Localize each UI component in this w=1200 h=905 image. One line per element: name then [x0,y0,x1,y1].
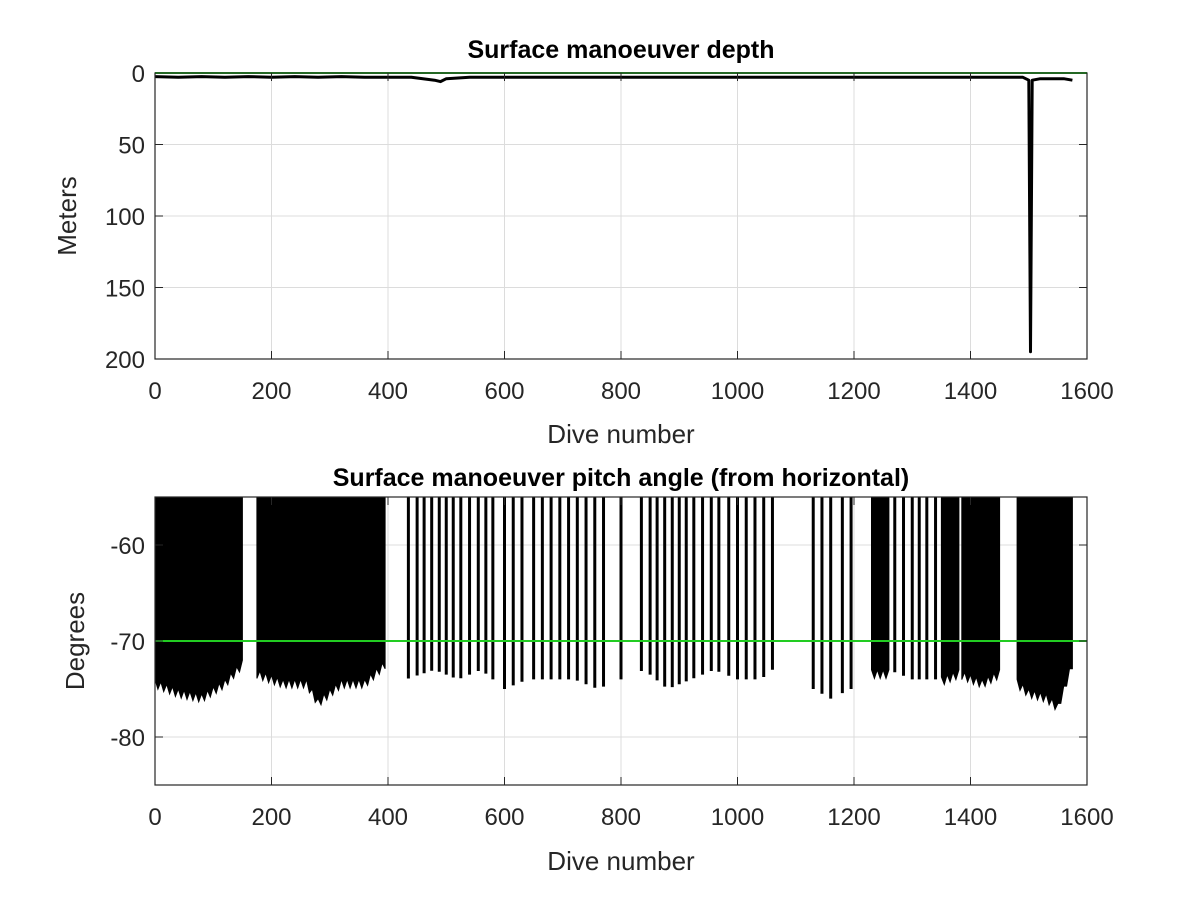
depth-y-axis-label: Meters [52,176,82,255]
pitch-dense-band [154,496,243,704]
pitch-dense-band [961,496,1001,689]
pitch-dense-band [256,496,386,707]
x-tick-label: 800 [601,378,641,405]
depth-data [154,75,1073,354]
x-tick-label: 0 [148,378,161,405]
depth-title: Surface manoeuver depth [467,36,774,64]
y-tick-label: 50 [118,133,145,160]
depth-ticks: 0 200 400 600 800 1000 1200 1400 160005010015020… [105,61,1114,405]
x-tick-label: 1600 [1060,378,1113,405]
x-tick-label: 1000 [711,378,764,405]
x-tick-label: 0 [148,804,161,831]
x-tick-label: 1400 [944,804,997,831]
pitch-data [154,496,1073,712]
pitch-title: Surface manoeuver pitch angle (from hori… [333,464,909,492]
x-tick-label: 800 [601,804,641,831]
pitch-dense-band [1016,496,1073,712]
pitch-dense-band [871,496,890,680]
x-tick-label: 200 [251,378,291,405]
x-tick-label: 1600 [1060,804,1113,831]
pitch-x-axis-label: Dive number [547,846,695,876]
x-tick-label: 600 [484,378,524,405]
pitch-panel: 0 200 400 600 800 1000 1200 1400 1600 -60 -70 -80 S… [60,464,1114,876]
y-tick-label: -60 [110,533,145,560]
x-tick-label: 600 [484,804,524,831]
x-tick-label: 200 [251,804,291,831]
x-tick-label: 1200 [827,804,880,831]
y-tick-label: -80 [110,725,145,752]
x-tick-label: 1000 [711,804,764,831]
pitch-ticks: 0 200 400 600 800 1000 1200 1400 1600 -60 -70 -80 [110,497,1114,831]
x-tick-label: 1200 [827,378,880,405]
pitch-y-axis-label: Degrees [60,592,90,690]
x-tick-label: 400 [368,804,408,831]
y-tick-label: -70 [110,629,145,656]
depth-series-line [154,75,1073,354]
depth-x-axis-label: Dive number [547,419,695,449]
y-tick-label: 150 [105,276,145,303]
y-tick-label: 200 [105,347,145,374]
x-tick-label: 400 [368,378,408,405]
y-tick-label: 100 [105,204,145,231]
x-tick-label: 1400 [944,378,997,405]
pitch-dense-band [940,496,960,686]
y-tick-label: 0 [132,61,145,88]
depth-panel: 0 200 400 600 800 1000 1200 1400 160005010015020… [52,36,1114,449]
